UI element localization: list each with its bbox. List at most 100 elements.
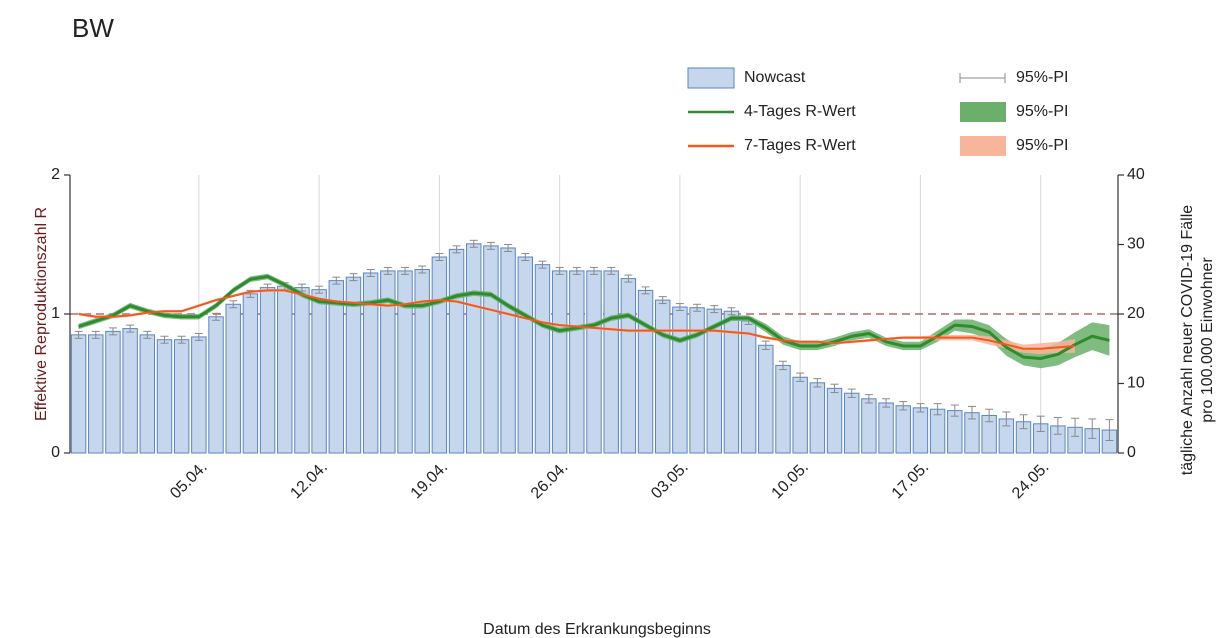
error-bar [624, 274, 633, 283]
bar [620, 278, 637, 454]
bar [173, 339, 190, 454]
legend-label: Nowcast [744, 69, 806, 86]
error-bar [882, 398, 891, 408]
y2-axis-label: tägliche Anzahl neuer COVID-19 Fälle [1179, 205, 1196, 475]
line [78, 289, 1076, 350]
bar [569, 270, 585, 454]
bar [191, 336, 207, 454]
bar [431, 256, 448, 454]
error-bar [950, 404, 959, 417]
error-bar [693, 303, 702, 312]
y2-tick-label: 10 [1127, 375, 1145, 392]
bar [551, 270, 568, 454]
bar [156, 339, 173, 454]
x-axis-label: Datum des Erkrankungsbeginns [483, 621, 711, 638]
bar [242, 293, 259, 454]
error-bar [1036, 415, 1045, 432]
y-axis-label: Effektive Reproduktionszahl R [33, 207, 50, 421]
x-tick-label: 26.04. [528, 459, 571, 502]
x-tick-label: 05.04. [167, 459, 210, 502]
line [78, 274, 1110, 360]
error-bar [538, 260, 547, 269]
bar [105, 330, 121, 454]
error-bar [847, 388, 856, 398]
error-bar [1088, 418, 1097, 439]
error-bar [126, 324, 135, 333]
error-bar [830, 383, 839, 394]
error-bar [435, 253, 444, 261]
error-bar [761, 340, 770, 350]
bar [655, 299, 671, 454]
bar [448, 248, 465, 454]
error-bar [607, 266, 616, 275]
bar [70, 334, 87, 454]
error-bar [504, 244, 513, 252]
bar [843, 392, 860, 454]
bar [328, 280, 345, 454]
error-bar [916, 403, 925, 413]
bar [740, 320, 757, 454]
y2-tick-label: 0 [1127, 444, 1136, 461]
bar [122, 328, 138, 454]
legend-label: 95%-PI [1016, 103, 1068, 120]
y-tick-label: 2 [51, 166, 60, 183]
bar [895, 405, 911, 454]
error-bar [675, 303, 684, 312]
error-bar [366, 269, 375, 277]
error-bar [555, 266, 564, 275]
error-bar [1105, 419, 1114, 441]
x-tick-label: 24.05. [1009, 459, 1052, 502]
bar [929, 408, 946, 454]
x-tick-label: 10.05. [768, 459, 811, 502]
error-bar [985, 408, 994, 423]
x-tick-label: 17.05. [889, 459, 932, 502]
x-tick-label: 12.04. [287, 459, 330, 502]
legend-label: 7-Tages R-Wert [744, 137, 856, 154]
bar [603, 270, 619, 454]
error-bar [933, 403, 942, 416]
bar [809, 382, 826, 454]
legend-label: 95%-PI [1016, 137, 1068, 154]
bar [758, 344, 774, 454]
bar [208, 316, 224, 454]
error-bar [332, 276, 341, 285]
bar [414, 269, 430, 454]
error-bar [967, 405, 976, 420]
error-bar [469, 239, 478, 248]
bar [826, 387, 843, 454]
error-bar [641, 286, 650, 295]
error-bar [1019, 414, 1028, 430]
chart-title: BW [72, 13, 114, 43]
error-bar [160, 335, 169, 344]
bar [534, 264, 551, 454]
bar [294, 287, 310, 454]
legend-swatch [687, 67, 735, 89]
bar [861, 398, 877, 454]
y2-tick-label: 40 [1127, 166, 1145, 183]
error-bar [74, 330, 83, 339]
error-bar [452, 245, 461, 254]
error-bar [590, 266, 598, 275]
error-bar [108, 327, 117, 336]
error-bar [778, 360, 787, 371]
bar [277, 285, 293, 454]
error-bar [1053, 417, 1062, 435]
error-bar [521, 253, 530, 261]
error-bar [486, 241, 495, 250]
error-bar [418, 265, 427, 274]
legend-icon [960, 102, 1006, 122]
bar [912, 407, 929, 454]
bar [311, 289, 327, 454]
x-tick-label: 03.05. [648, 459, 691, 502]
bar [878, 402, 894, 454]
bar [466, 243, 482, 454]
y2-tick-label: 30 [1127, 236, 1145, 253]
error-bar [315, 285, 324, 294]
bar [947, 410, 963, 454]
bar [672, 306, 688, 454]
y-tick-label: 1 [51, 305, 60, 322]
y-tick-label: 0 [51, 444, 60, 461]
bar [259, 287, 276, 454]
error-bar [401, 266, 410, 275]
